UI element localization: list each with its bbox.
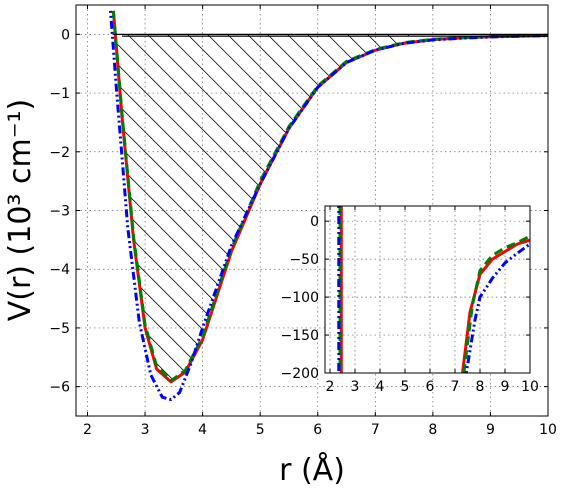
inset-xtick-label-0: 2 <box>326 379 335 395</box>
inset-ytick-label-3: −150 <box>281 328 319 344</box>
main-xtick-label-2: 4 <box>198 422 207 438</box>
main-xtick-label-5: 7 <box>371 422 380 438</box>
main-x-tick-labels: 2 3 4 5 6 7 8 9 10 <box>83 422 557 438</box>
inset-xtick-label-1: 3 <box>351 379 360 395</box>
hatch-line-29 <box>113 34 248 382</box>
main-ytick-label-2: −2 <box>49 145 70 161</box>
main-ytick-label-6: −6 <box>49 380 70 396</box>
hatch-line-63 <box>548 34 566 414</box>
inset-y-tick-labels: 0 −50 −100 −150 −200 <box>281 214 319 382</box>
inset-ytick-label-2: −100 <box>281 290 319 306</box>
main-xtick-label-1: 3 <box>141 422 150 438</box>
main-xtick-label-3: 5 <box>256 422 265 438</box>
main-y-tick-labels: 0 −1 −2 −3 −4 −5 −6 <box>49 27 70 395</box>
inset-series-2 <box>337 206 530 373</box>
inset-xtick-label-7: 9 <box>501 379 510 395</box>
main-xtick-label-8: 10 <box>539 422 557 438</box>
main-ytick-label-0: 0 <box>61 27 70 43</box>
inset-xtick-label-6: 8 <box>476 379 485 395</box>
main-xtick-label-4: 6 <box>313 422 322 438</box>
main-ytick-label-4: −4 <box>49 262 70 278</box>
main-xtick-label-0: 2 <box>83 422 92 438</box>
inset-xtick-label-4: 6 <box>426 379 435 395</box>
main-series-2 <box>109 10 548 402</box>
y-axis-label: V(r) (10³ cm⁻¹) <box>3 99 38 322</box>
inset-xtick-label-5: 7 <box>451 379 460 395</box>
hatch-line-28 <box>113 34 228 382</box>
main-xtick-label-7: 9 <box>486 422 495 438</box>
x-axis-label: r (Å) <box>279 452 345 488</box>
inset-ticks <box>325 206 531 374</box>
main-series-group <box>109 10 548 402</box>
inset-plot-frame <box>324 205 531 374</box>
inset-background <box>325 206 530 373</box>
main-ytick-label-1: −1 <box>49 86 70 102</box>
inset-xtick-label-3: 5 <box>401 379 410 395</box>
main-ytick-label-3: −3 <box>49 204 70 220</box>
inset-xtick-label-8: 10 <box>521 379 539 395</box>
hatch-line-62 <box>528 34 566 414</box>
hatch-line-47 <box>227 34 410 382</box>
main-ticks <box>76 5 549 416</box>
inset-ytick-label-4: −200 <box>281 366 319 382</box>
inset-series-0 <box>339 206 530 373</box>
inset-ytick-label-1: −50 <box>289 252 319 268</box>
inset-x-tick-labels: 2 3 4 5 6 7 8 9 10 <box>326 379 539 395</box>
main-ytick-label-5: −5 <box>49 321 70 337</box>
inset-xtick-label-2: 4 <box>376 379 385 395</box>
inset-series-group <box>337 206 530 373</box>
main-series-1 <box>111 10 548 383</box>
inset-ytick-label-0: 0 <box>310 214 319 230</box>
main-xtick-label-6: 8 <box>428 422 437 438</box>
